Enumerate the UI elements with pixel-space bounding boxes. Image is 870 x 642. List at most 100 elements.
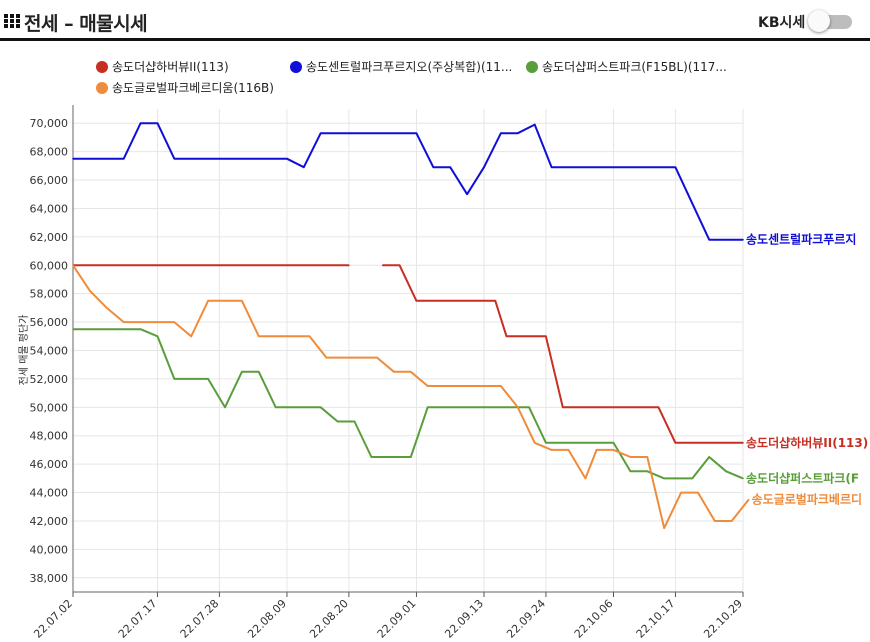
y-tick-label: 44,000 <box>30 487 69 500</box>
data-point <box>139 122 142 125</box>
series-end-label-4: 송도글로벌파크베르디 <box>752 492 862 507</box>
data-point <box>500 385 502 387</box>
data-point <box>72 328 74 330</box>
data-point <box>207 299 209 302</box>
data-point <box>533 123 536 126</box>
data-point <box>353 420 356 423</box>
data-point <box>426 406 429 409</box>
x-tick-label: 22.09.13 <box>442 597 486 641</box>
legend-item-series-4[interactable]: 송도글로벌파크베르디움(116B) <box>96 79 274 97</box>
data-point <box>122 321 125 323</box>
legend-item-series-3[interactable]: 송도더샵퍼스트파크(F15BL)(117... <box>526 58 727 76</box>
data-point <box>505 335 508 338</box>
data-point <box>646 470 649 473</box>
legend-dot-icon <box>290 61 302 73</box>
data-point <box>432 166 435 169</box>
series-line-1 <box>73 264 743 444</box>
data-point <box>545 335 547 338</box>
data-point <box>708 456 711 458</box>
data-point <box>89 290 91 292</box>
page-header: 전세 – 매물시세 KB시세 <box>0 0 870 40</box>
x-tick-label: 22.09.01 <box>375 597 419 641</box>
data-point <box>241 299 243 302</box>
data-point <box>663 477 665 480</box>
y-tick-label: 46,000 <box>30 458 69 471</box>
data-point <box>105 307 108 309</box>
chart-legend: 송도더샵하버뷰II(113) 송도센트럴파크푸르지오(주상복합)(11... 송… <box>96 58 796 98</box>
data-point <box>410 456 412 458</box>
data-point <box>747 498 750 501</box>
data-point <box>742 238 744 241</box>
data-point <box>562 406 564 409</box>
data-point <box>398 264 401 267</box>
data-point <box>657 406 660 409</box>
data-point <box>257 371 260 373</box>
legend-label: 송도더샵하버뷰II(113) <box>112 60 229 74</box>
data-point <box>646 456 649 458</box>
series-line-2 <box>73 122 743 241</box>
data-point <box>516 132 519 134</box>
series-end-label-1: 송도더샵하버뷰II(113) <box>746 435 868 450</box>
data-point <box>466 193 468 196</box>
data-point <box>370 456 373 458</box>
legend-item-series-2[interactable]: 송도센트럴파크푸르지오(주상복합)(11... <box>290 58 512 76</box>
data-point <box>381 264 384 267</box>
data-point <box>742 442 744 444</box>
kb-toggle-knob[interactable] <box>808 10 830 32</box>
y-tick-label: 38,000 <box>30 572 69 585</box>
data-point <box>584 477 587 480</box>
data-point <box>257 335 260 338</box>
data-point <box>308 335 311 338</box>
data-point <box>725 470 727 473</box>
data-point <box>674 442 677 444</box>
data-point <box>72 157 74 160</box>
y-tick-label: 42,000 <box>30 515 69 528</box>
data-point <box>680 491 682 494</box>
data-point <box>612 442 615 444</box>
data-point <box>224 406 226 409</box>
data-point <box>663 527 665 529</box>
x-tick-label: 22.08.20 <box>307 597 351 641</box>
data-point <box>393 371 395 373</box>
legend-label: 송도센트럴파크푸르지오(주상복합)(11... <box>306 60 513 74</box>
x-tick-label: 22.09.24 <box>504 597 548 641</box>
y-tick-label: 62,000 <box>30 231 69 244</box>
data-point <box>629 456 632 458</box>
data-point <box>319 132 322 134</box>
data-point <box>325 356 328 359</box>
y-tick-label: 48,000 <box>30 430 69 443</box>
y-tick-label: 50,000 <box>30 401 69 414</box>
data-point <box>173 321 176 323</box>
y-tick-label: 68,000 <box>30 146 69 159</box>
series-end-label-3: 송도더샵퍼스트파크(F <box>746 470 859 485</box>
series-end-label-2: 송도센트럴파크푸르지 <box>746 232 856 247</box>
data-point <box>303 166 305 169</box>
header-divider <box>0 38 870 41</box>
data-point <box>156 122 159 125</box>
data-point <box>376 356 378 359</box>
data-point <box>207 378 209 380</box>
data-point <box>550 449 553 451</box>
legend-item-series-1[interactable]: 송도더샵하버뷰II(113) <box>96 58 229 76</box>
y-tick-label: 58,000 <box>30 288 69 301</box>
data-point <box>708 238 711 241</box>
data-point <box>449 166 452 169</box>
y-tick-label: 70,000 <box>30 117 69 130</box>
kb-toggle[interactable] <box>808 10 852 32</box>
data-point <box>595 449 598 451</box>
data-point <box>483 166 485 169</box>
data-point <box>286 157 288 160</box>
y-tick-label: 64,000 <box>30 202 69 215</box>
data-point <box>156 335 159 338</box>
data-point <box>500 132 502 134</box>
y-axis-label: 전세 매물 평단가 <box>18 315 30 386</box>
data-point <box>122 157 125 160</box>
x-tick-label: 22.08.09 <box>245 597 289 641</box>
legend-dot-icon <box>96 61 108 73</box>
series-line-4 <box>72 264 750 530</box>
data-point <box>674 166 677 169</box>
x-tick-label: 22.10.29 <box>701 597 745 641</box>
page-title: 전세 – 매물시세 <box>24 13 148 35</box>
data-point <box>629 470 632 473</box>
